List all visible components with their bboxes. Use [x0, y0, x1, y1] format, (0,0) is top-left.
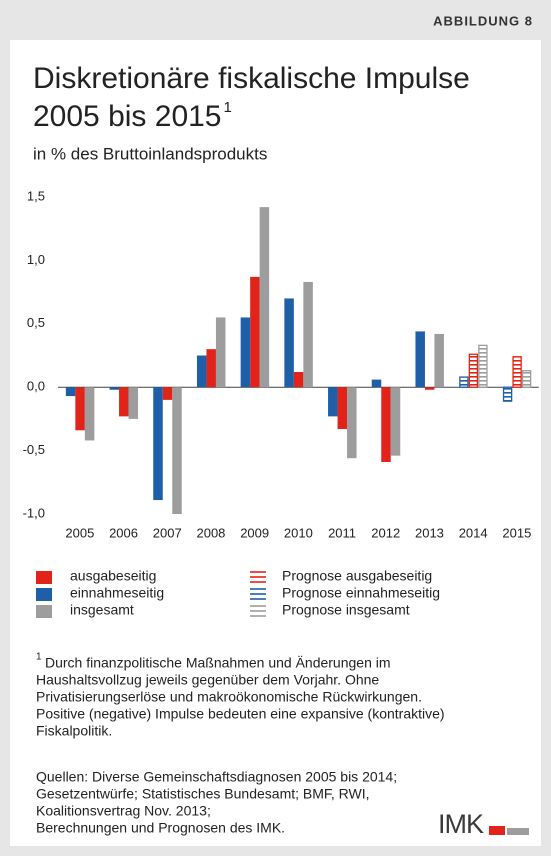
bar	[415, 331, 425, 388]
footnote-line: Privatisierungserlöse und makroökonomisc…	[36, 689, 422, 705]
subtitle: in % des Bruttoinlandsprodukts	[33, 144, 267, 163]
bar	[250, 276, 260, 388]
footnote: Durch finanzpolitische Maßnahmen und Änd…	[36, 655, 445, 739]
footnote-line: Positive (negative) Impulse bedeuten ein…	[36, 706, 445, 722]
bar	[65, 387, 76, 397]
bar	[381, 387, 391, 463]
y-tick-label: 0,5	[27, 315, 45, 330]
legend-label: insgesamt	[70, 602, 134, 618]
bar	[521, 370, 532, 388]
bar	[468, 353, 479, 388]
logo: IMK	[438, 809, 484, 839]
bar	[303, 281, 313, 388]
x-tick-label: 2014	[459, 525, 488, 540]
source-line: Koalitionsvertrag Nov. 2013;	[36, 803, 211, 819]
sources: Quellen: Diverse Gemeinschaftsdiagnosen …	[36, 769, 397, 836]
y-tick-label: 1,5	[27, 188, 45, 203]
source-line: Quellen: Diverse Gemeinschaftsdiagnosen …	[36, 769, 397, 785]
footnote-line: Durch finanzpolitische Maßnahmen und Änd…	[45, 655, 391, 671]
bar	[128, 387, 139, 419]
bar	[337, 387, 348, 430]
legend-label: ausgabeseitig	[70, 568, 156, 584]
chart-title: Diskretionäre fiskalische Impulse	[33, 62, 470, 95]
bar	[109, 387, 120, 390]
bar	[459, 376, 469, 388]
logo-mark	[507, 828, 529, 835]
legend-label: Prognose insgesamt	[282, 602, 410, 618]
x-tick-label: 2009	[240, 525, 269, 540]
bar	[390, 387, 401, 456]
legend-label: einnahmeseitig	[70, 585, 164, 601]
footnote-mark: 1	[224, 99, 232, 116]
y-tick-label: 1,0	[27, 252, 45, 267]
source-line: Berechnungen und Prognosen des IMK.	[36, 820, 285, 836]
x-tick-label: 2007	[153, 525, 182, 540]
bar	[478, 344, 488, 388]
plot: 1,5 1,0 0,5 0,0 -0,5 -1,0 2005 2006 2007 2008 2009…	[23, 188, 539, 618]
bar	[434, 333, 444, 388]
legend-swatch	[36, 571, 52, 584]
bar	[162, 387, 173, 400]
bar	[347, 387, 357, 459]
x-tick-label: 2006	[109, 525, 138, 540]
x-tick-label: 2011	[328, 525, 356, 540]
bar	[512, 356, 522, 388]
legend-label: Prognose ausgabeseitig	[282, 568, 432, 584]
x-tick-label: 2005	[65, 525, 94, 540]
x-tick-label: 2008	[196, 525, 225, 540]
bar	[84, 387, 95, 441]
panel	[10, 40, 541, 846]
figure-label: ABBILDUNG 8	[433, 13, 533, 28]
legend-swatch	[36, 588, 52, 601]
bar	[196, 355, 207, 388]
bar	[206, 349, 216, 388]
bar	[284, 298, 294, 388]
x-tick-label: 2013	[415, 525, 444, 540]
bar	[75, 387, 85, 431]
footnote-line: Fiskalpolitik.	[36, 723, 112, 739]
bar	[293, 371, 304, 388]
footnote-line: Haushaltsvollzug jeweils gegenüber dem V…	[36, 672, 379, 688]
legend-label: Prognose einnahmeseitig	[282, 585, 440, 601]
bar	[119, 387, 129, 417]
footnote-mark: 1	[36, 652, 42, 663]
x-tick-label: 2010	[284, 525, 313, 540]
bar	[240, 317, 251, 388]
bar	[172, 387, 182, 514]
y-tick-label: -0,5	[23, 442, 45, 457]
y-tick-label: -1,0	[23, 505, 45, 520]
bar	[424, 387, 435, 390]
bar	[328, 387, 338, 417]
y-tick-label: 0,0	[27, 379, 45, 394]
bar	[215, 317, 226, 388]
bar	[153, 387, 163, 501]
x-tick-label: 2015	[502, 525, 531, 540]
logo-mark	[489, 826, 505, 835]
bar	[502, 386, 513, 402]
source-line: Gesetzentwürfe; Statistisches Bundesamt;…	[36, 786, 370, 802]
bar	[259, 207, 270, 388]
legend-swatch	[36, 605, 52, 618]
bar	[371, 379, 382, 388]
x-tick-label: 2012	[371, 525, 400, 540]
chart-title: 2005 bis 2015	[33, 100, 222, 133]
